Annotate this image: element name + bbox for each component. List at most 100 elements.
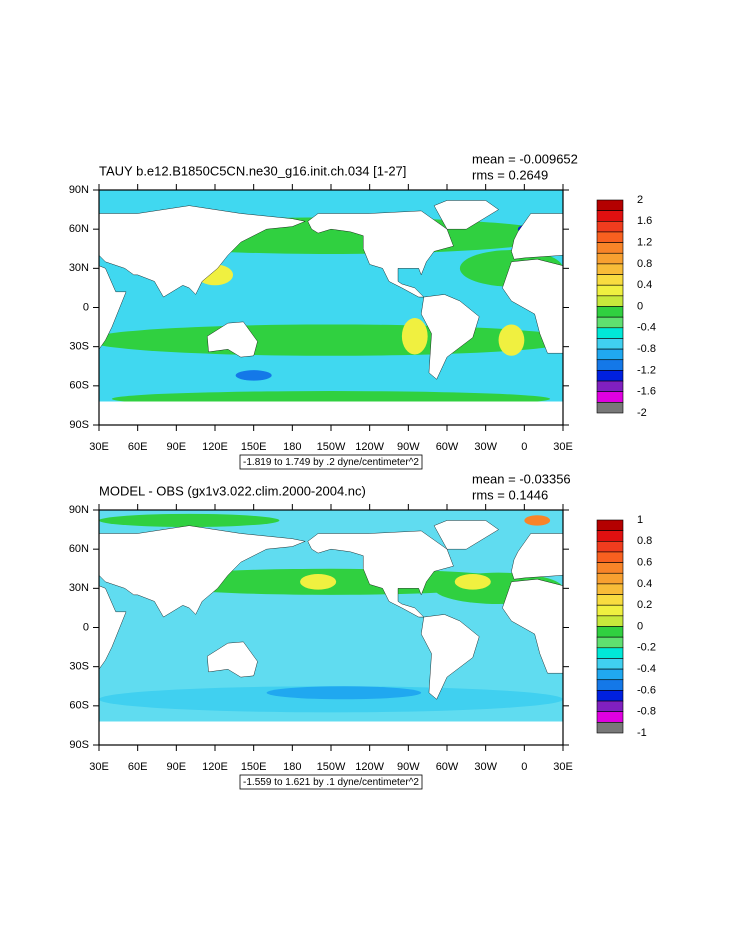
colorbar-label: -1.2 — [637, 364, 656, 376]
field-region — [401, 317, 428, 355]
lon-label: 90W — [397, 761, 420, 773]
field-region — [235, 370, 272, 381]
colorbar-label: -0.6 — [637, 684, 656, 696]
lon-label: 90E — [167, 441, 187, 453]
lon-label: 120W — [355, 761, 384, 773]
colorbar-box — [596, 679, 624, 691]
colorbar-label: 1.2 — [637, 237, 652, 249]
colorbar-label: -1.6 — [637, 386, 656, 398]
colorbar-box — [596, 540, 624, 553]
field-region — [454, 573, 491, 590]
colorbar-box — [596, 263, 624, 275]
colorbar-box — [596, 210, 624, 222]
lat-label: 90N — [69, 504, 89, 516]
colorbar-box — [596, 594, 624, 606]
colorbar-label: -1 — [637, 727, 647, 739]
colorbar-label: 0 — [637, 620, 643, 632]
lon-label: 30W — [474, 761, 497, 773]
colorbar-box — [596, 274, 624, 286]
colorbar-box — [596, 327, 624, 339]
colorbar-box — [596, 615, 624, 627]
colorbar-box — [596, 604, 624, 617]
colorbar-label: 0.8 — [637, 535, 652, 547]
lat-label: 30N — [69, 262, 89, 274]
colorbar-label: -0.2 — [637, 642, 656, 654]
field-region — [300, 573, 337, 590]
antarctica — [99, 401, 563, 425]
colorbar-box — [596, 402, 624, 414]
lat-label: 30S — [69, 341, 89, 353]
lat-label: 90S — [69, 419, 89, 431]
land — [99, 586, 126, 670]
land — [421, 294, 479, 379]
colorbar-box — [596, 252, 624, 265]
colorbar-box — [596, 626, 624, 638]
land — [308, 531, 454, 617]
lat-label: 60S — [69, 380, 89, 392]
lon-label: 150E — [241, 761, 267, 773]
colorbar-box — [596, 380, 624, 392]
lon-label: 30E — [89, 441, 109, 453]
lon-label: 120W — [355, 441, 384, 453]
lon-label: 150W — [317, 761, 346, 773]
colorbar-box — [596, 306, 624, 318]
mean-stat: mean = -0.009652 — [472, 151, 578, 166]
colorbar-box — [596, 722, 624, 734]
field-region — [524, 515, 551, 526]
note-box — [239, 774, 423, 790]
rms-stat: rms = 0.1446 — [472, 487, 548, 502]
colorbar-box — [596, 572, 624, 585]
antarctica — [99, 721, 563, 745]
land — [99, 206, 305, 297]
land — [207, 322, 257, 357]
colorbar-box — [596, 284, 624, 297]
contour-note: -1.559 to 1.621 by .1 dyne/centimeter^2 — [243, 777, 419, 788]
rms-stat: rms = 0.2649 — [472, 167, 548, 182]
field-region — [498, 324, 525, 356]
lon-label: 0 — [521, 441, 527, 453]
lon-label: 90W — [397, 441, 420, 453]
land — [502, 259, 563, 353]
lon-label: 150E — [241, 441, 267, 453]
lon-label: 30E — [553, 441, 573, 453]
land — [207, 642, 257, 677]
colorbar-box — [596, 391, 624, 403]
colorbar-label: -0.4 — [637, 663, 656, 675]
colorbar-label: 2 — [637, 194, 643, 206]
lon-label: 60W — [436, 761, 459, 773]
lon-label: 60E — [128, 441, 148, 453]
colorbar-label: 0.2 — [637, 599, 652, 611]
colorbar-box — [596, 316, 624, 329]
lon-label: 60W — [436, 441, 459, 453]
colorbar-box — [596, 690, 624, 702]
colorbar-box — [596, 636, 624, 649]
colorbar-box — [596, 221, 624, 233]
colorbar-box — [596, 583, 624, 595]
contour-note: -1.819 to 1.749 by .2 dyne/centimeter^2 — [243, 457, 419, 468]
note-box — [239, 454, 423, 470]
lat-label: 0 — [83, 301, 89, 313]
colorbar-label: -0.4 — [637, 322, 656, 334]
colorbar-box — [596, 700, 624, 712]
colorbar-box — [596, 647, 624, 659]
mean-stat: mean = -0.03356 — [472, 471, 571, 486]
land — [511, 214, 563, 260]
lat-label: 90N — [69, 184, 89, 196]
map — [99, 510, 563, 745]
colorbar-label: 1 — [637, 514, 643, 526]
colorbar-label: 1.6 — [637, 215, 652, 227]
lon-label: 180 — [283, 441, 301, 453]
colorbar-box — [596, 199, 624, 211]
lon-label: 150W — [317, 441, 346, 453]
lon-label: 60E — [128, 761, 148, 773]
lon-label: 30E — [89, 761, 109, 773]
colorbar-label: 0.4 — [637, 578, 652, 590]
panel-title: MODEL - OBS (gx1v3.022.clim.2000-2004.nc… — [99, 483, 366, 498]
colorbar-box — [596, 348, 624, 361]
lat-label: 60N — [69, 223, 89, 235]
colorbar-box — [596, 530, 624, 542]
colorbar-box — [596, 359, 624, 371]
lat-label: 0 — [83, 621, 89, 633]
